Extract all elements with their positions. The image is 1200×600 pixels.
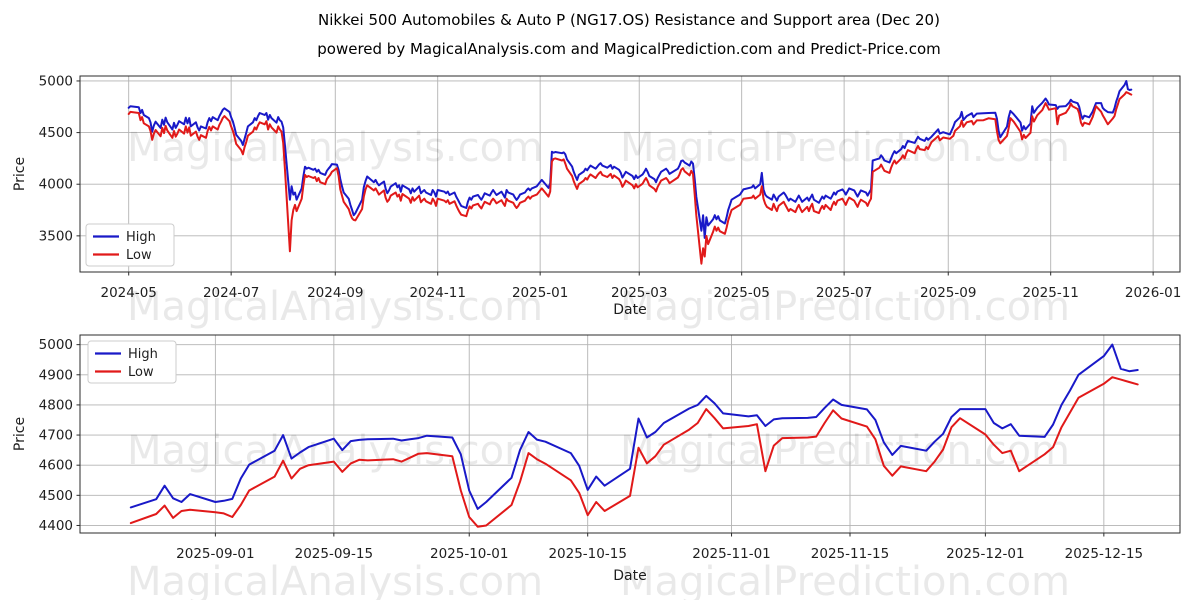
legend-label: High	[128, 347, 158, 362]
x-tick-label: 2025-07	[816, 285, 872, 301]
y-tick-label: 4500	[39, 125, 73, 141]
high-series-line-top	[127, 80, 1133, 239]
low-series-line-top	[127, 91, 1133, 265]
legend-layer: High Low High Low	[85, 223, 177, 384]
x-tick-label: 2025-11-01	[692, 546, 770, 562]
x-tick-label: 2025-01	[512, 285, 568, 301]
y-tick-label: 4800	[39, 397, 73, 413]
watermark-text: MagicalPrediction.com	[620, 559, 1070, 600]
high-series-line-bottom	[129, 343, 1139, 510]
y-tick-label: 4000	[39, 177, 73, 193]
watermark-text: MagicalAnalysis.com	[127, 284, 543, 330]
watermark-text: MagicalPrediction.com	[620, 284, 1070, 330]
x-tick-label: 2025-09	[920, 285, 976, 301]
x-tick-label: 2024-09	[307, 285, 363, 301]
x-axis-label: Date	[613, 302, 646, 318]
y-tick-label: 3500	[39, 228, 73, 244]
figure-subtitle: powered by MagicalAnalysis.com and Magic…	[317, 40, 941, 58]
y-axis-label: Price	[12, 417, 28, 451]
y-axis-label: Price	[12, 157, 28, 191]
x-tick-label: 2025-05	[713, 285, 769, 301]
x-tick-label: 2024-11	[410, 285, 466, 301]
x-tick-label: 2025-10-01	[430, 546, 508, 562]
x-axis-label: Date	[613, 568, 646, 584]
watermark-layer: MagicalAnalysis.com MagicalPrediction.com…	[127, 125, 1070, 600]
y-tick-label: 4500	[39, 488, 73, 504]
watermark-text: MagicalAnalysis.com	[127, 559, 543, 600]
watermark-text: MagicalPrediction.com	[620, 428, 1070, 474]
y-tick-label: 5000	[39, 337, 73, 353]
x-tick-label: 2025-12-15	[1065, 546, 1143, 562]
legend-bottom: High Low	[87, 340, 177, 384]
top-chart: 2024-05 2024-07 2024-09 2024-11 2025-01 2025-…	[12, 73, 1181, 318]
x-tick-label: 2025-12-01	[946, 546, 1024, 562]
legend-label: Low	[126, 248, 152, 263]
series-layer	[127, 80, 1139, 528]
figure-title: Nikkei 500 Automobiles & Auto P (NG17.OS…	[318, 11, 940, 29]
y-tick-label: 4700	[39, 428, 73, 444]
legend-label: High	[126, 230, 156, 245]
x-tick-label: 2025-09-01	[176, 546, 254, 562]
watermark-text: MagicalPrediction.com	[620, 125, 1070, 171]
x-tick-label: 2025-10-15	[548, 546, 626, 562]
x-tick-label: 2025-11-15	[811, 546, 889, 562]
bottom-chart: 2025-09-01 2025-09-15 2025-10-01 2025-10-15…	[12, 334, 1181, 584]
plot-border	[79, 334, 1181, 534]
y-tick-label: 4600	[39, 458, 73, 474]
plot-border	[79, 75, 1181, 273]
watermark-text: MagicalAnalysis.com	[127, 428, 543, 474]
x-tick-label: 2024-07	[203, 285, 259, 301]
y-tick-label: 5000	[39, 73, 73, 89]
legend-label: Low	[128, 365, 154, 380]
low-series-line-bottom	[129, 376, 1139, 528]
x-tick-label: 2024-05	[100, 285, 156, 301]
x-tick-label: 2025-09-15	[295, 546, 373, 562]
x-tick-label: 2025-03	[611, 285, 667, 301]
x-tick-label: 2026-01	[1125, 285, 1181, 301]
y-tick-label: 4900	[39, 367, 73, 383]
x-tick-label: 2025-11	[1022, 285, 1078, 301]
y-tick-label: 4400	[39, 518, 73, 534]
legend-top: High Low	[85, 223, 175, 267]
